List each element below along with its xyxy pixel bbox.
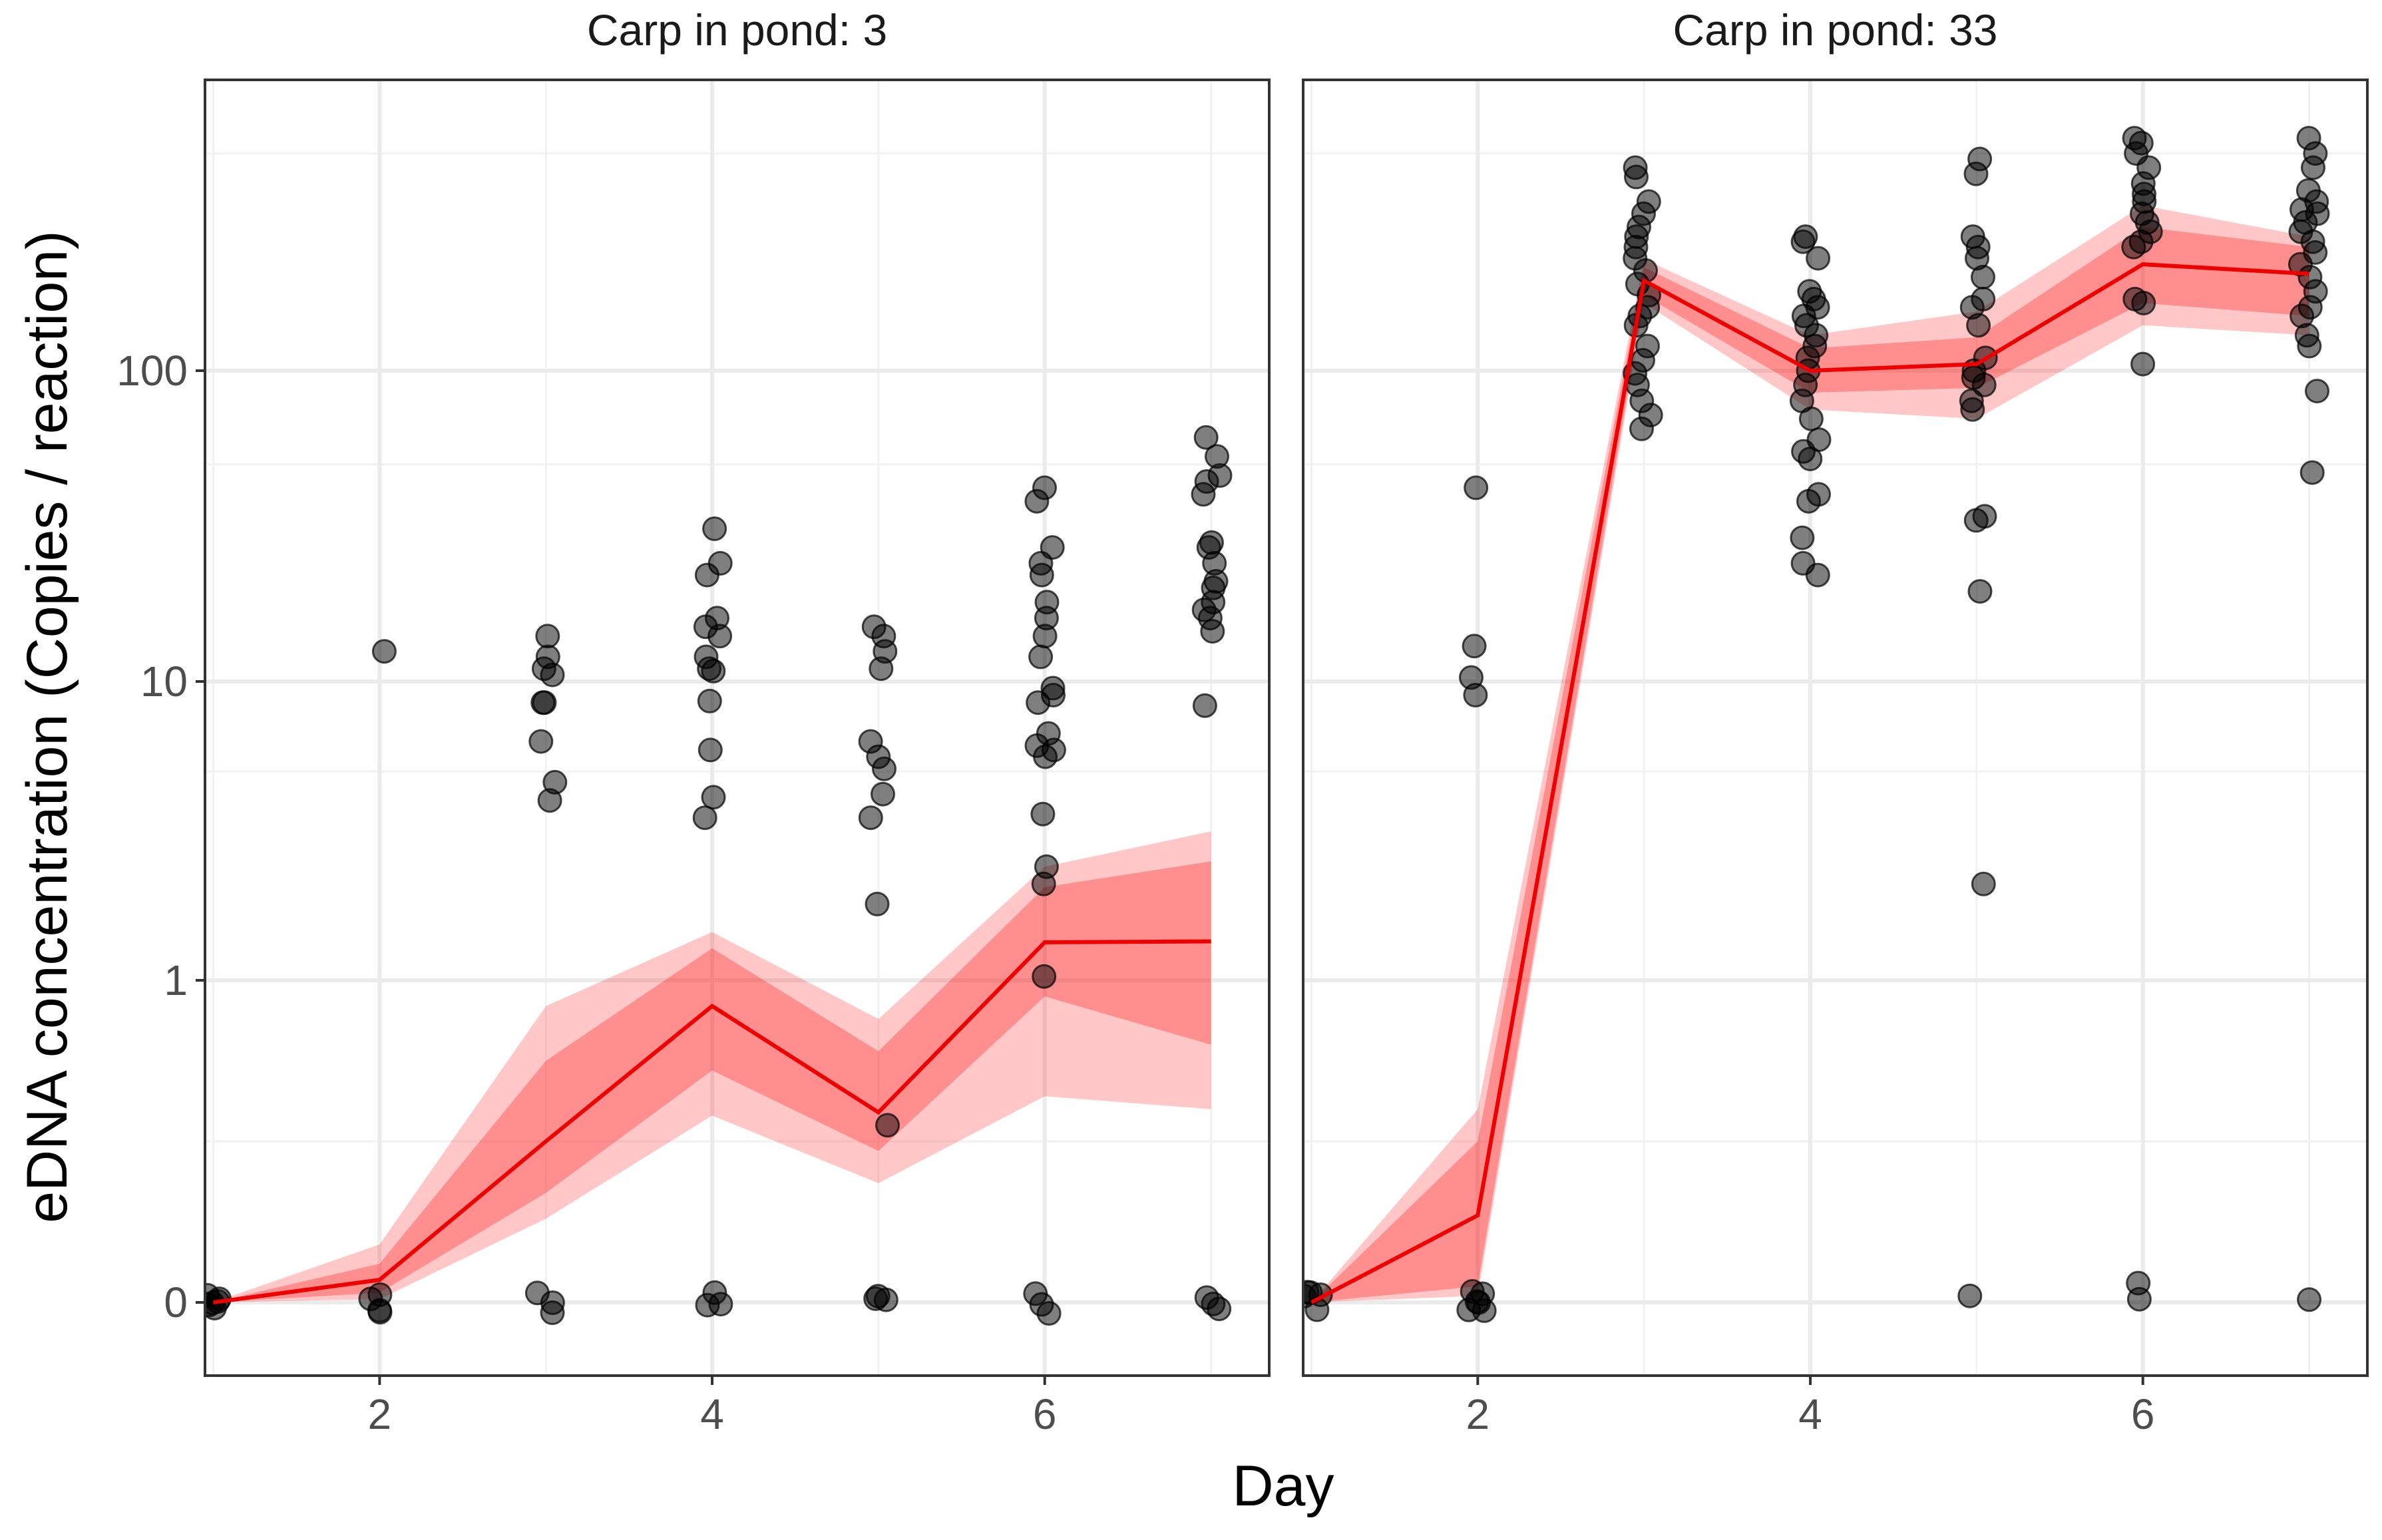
data-point — [2299, 460, 2325, 485]
data-point — [358, 1286, 383, 1312]
x-tick-label: 2 — [1466, 1390, 1490, 1438]
data-point — [1624, 164, 1649, 190]
data-point — [1806, 246, 1831, 271]
data-point — [1462, 634, 1487, 659]
x-tick-label: 4 — [1798, 1390, 1822, 1438]
data-point — [1024, 488, 1050, 514]
data-point — [1957, 1283, 1983, 1308]
data-point — [535, 624, 560, 649]
data-point — [1032, 964, 1057, 989]
data-point — [1798, 447, 1823, 472]
data-point — [865, 891, 890, 916]
data-point — [1029, 1292, 1054, 1317]
data-point — [1963, 508, 1989, 533]
data-point — [1963, 161, 1989, 186]
data-point — [1191, 482, 1216, 507]
data-point — [524, 1280, 550, 1306]
data-point — [1798, 406, 1824, 431]
data-point — [537, 788, 562, 813]
panel-border — [1302, 79, 2369, 1377]
data-point — [532, 690, 557, 715]
data-point — [2297, 1287, 2322, 1312]
data-point — [858, 805, 883, 831]
data-point — [871, 781, 895, 807]
panel-2: Carp in pond: 33 2 4 6 — [1302, 5, 2369, 1438]
data-point — [540, 1300, 565, 1325]
credible-band-outer — [1311, 205, 2309, 1302]
mean-line — [213, 939, 1211, 1304]
data-point — [1033, 744, 1058, 769]
data-point — [1192, 693, 1217, 718]
data-point — [2297, 333, 2322, 359]
data-point — [1463, 683, 1488, 707]
credible-band-inner — [213, 861, 1211, 1302]
panel-title: Carp in pond: 33 — [1673, 5, 1997, 55]
data-point — [1790, 229, 1816, 254]
data-point — [692, 805, 717, 831]
data-point — [1200, 619, 1225, 644]
data-point — [1971, 871, 1996, 896]
data-point — [694, 562, 719, 588]
mean-line — [1310, 262, 2309, 1304]
x-axis-title: Day — [1233, 1454, 1334, 1518]
y-axis-title: eDNA concentration (Copies / reaction) — [15, 230, 79, 1223]
y-tick-label: 1 — [164, 956, 188, 1004]
data-point — [1193, 425, 1219, 450]
data-point — [1470, 1281, 1495, 1306]
data-point — [1304, 1297, 1330, 1322]
data-point — [1967, 579, 1993, 604]
data-point — [2126, 1286, 2152, 1312]
data-point — [1960, 397, 1985, 422]
data-point — [1031, 871, 1056, 896]
data-point — [872, 756, 896, 781]
data-point — [2305, 379, 2329, 404]
data-point — [697, 737, 723, 763]
data-point — [371, 639, 397, 664]
data-point — [1966, 313, 1991, 338]
panel-1: Carp in pond: 3 2 4 6 0 1 10 100 — [116, 5, 1271, 1438]
data-point — [2130, 351, 2156, 377]
data-point — [1029, 562, 1054, 588]
y-tick-label: 0 — [164, 1278, 188, 1326]
data-point — [875, 1113, 900, 1138]
data-point — [697, 688, 722, 713]
data-point — [863, 1286, 889, 1311]
credible-band-outer — [213, 831, 1211, 1302]
data-point — [1805, 562, 1830, 588]
data-point — [1464, 475, 1489, 500]
data-point — [869, 656, 894, 681]
data-point — [1030, 801, 1056, 827]
data-point — [1028, 644, 1054, 670]
data-point — [1629, 416, 1654, 441]
x-tick-label: 2 — [368, 1390, 392, 1438]
y-tick-label: 10 — [140, 658, 188, 705]
data-point — [1032, 624, 1058, 649]
data-point — [701, 785, 726, 810]
data-point — [1201, 1291, 1226, 1316]
data-point — [1026, 690, 1051, 715]
x-tick-label: 6 — [2131, 1390, 2155, 1438]
data-point — [1971, 372, 1997, 397]
panel-border — [204, 79, 1271, 1377]
data-point — [1790, 525, 1815, 550]
x-tick-label: 4 — [700, 1390, 724, 1438]
data-point — [528, 729, 554, 754]
data-point — [2301, 155, 2325, 180]
data-point — [2121, 234, 2146, 260]
data-point — [1971, 264, 1995, 289]
data-point — [1796, 488, 1821, 514]
data-point — [695, 1292, 720, 1318]
data-point — [702, 516, 727, 541]
data-point — [707, 624, 733, 649]
data-point — [701, 658, 726, 683]
data-point — [540, 662, 565, 687]
y-tick-label: 100 — [116, 347, 188, 395]
x-tick-label: 6 — [1033, 1390, 1057, 1438]
data-point — [2131, 290, 2156, 315]
panel-title: Carp in pond: 3 — [587, 5, 887, 55]
